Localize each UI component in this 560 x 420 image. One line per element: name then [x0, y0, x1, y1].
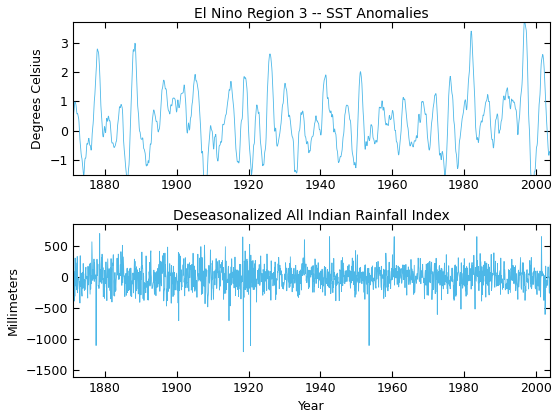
- Title: El Nino Region 3 -- SST Anomalies: El Nino Region 3 -- SST Anomalies: [194, 7, 429, 21]
- X-axis label: Year: Year: [298, 400, 325, 413]
- Y-axis label: Degrees Celsius: Degrees Celsius: [31, 48, 44, 149]
- Y-axis label: Millimeters: Millimeters: [7, 266, 20, 335]
- Title: Deseasonalized All Indian Rainfall Index: Deseasonalized All Indian Rainfall Index: [173, 209, 450, 223]
